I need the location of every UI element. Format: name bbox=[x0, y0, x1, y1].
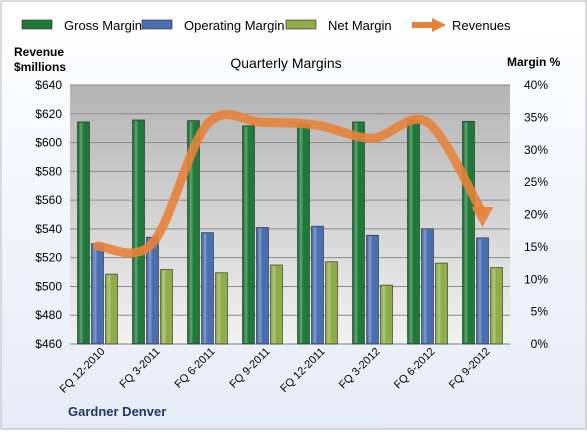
bar-operating-margin bbox=[146, 236, 159, 345]
bar-gross-margin bbox=[187, 120, 200, 345]
right-axis-tick-label: 40% bbox=[524, 78, 548, 92]
bar-highlight bbox=[203, 233, 207, 343]
legend-swatch-gross-margin bbox=[21, 19, 53, 30]
chart-title: Quarterly Margins bbox=[230, 55, 341, 71]
bar-net-margin bbox=[435, 262, 448, 345]
legend-swatch-operating-margin bbox=[141, 19, 173, 30]
bar-operating-margin bbox=[91, 243, 104, 345]
legend-swatch-net-margin bbox=[285, 19, 317, 30]
bar-highlight bbox=[272, 266, 276, 343]
bar-highlight bbox=[217, 273, 221, 343]
bar-gross-margin bbox=[77, 121, 90, 345]
left-axis-tick-label: $480 bbox=[35, 308, 62, 322]
right-axis-tick-label: 35% bbox=[524, 110, 548, 124]
right-axis-tick-label: 25% bbox=[524, 175, 548, 189]
left-axis-title-line2: $millions bbox=[14, 60, 66, 74]
left-axis-tick-label: $640 bbox=[35, 78, 62, 92]
bar-highlight bbox=[423, 229, 427, 343]
bar-net-margin bbox=[380, 284, 393, 345]
left-axis-tick-label: $620 bbox=[35, 107, 62, 121]
revenues-arrowhead bbox=[471, 207, 494, 228]
bar-operating-margin bbox=[311, 225, 324, 345]
footer-text: Gardner Denver bbox=[68, 404, 166, 419]
bar-highlight bbox=[107, 275, 111, 343]
bar-highlight bbox=[368, 236, 372, 343]
left-axis-tick-label: $600 bbox=[35, 136, 62, 150]
left-axis-tick-label: $460 bbox=[35, 337, 62, 351]
right-axis-tick-label: 10% bbox=[524, 272, 548, 286]
bar-highlight bbox=[93, 244, 97, 343]
bar-highlight bbox=[313, 227, 317, 343]
bar-highlight bbox=[409, 120, 413, 343]
bar-operating-margin bbox=[201, 232, 214, 345]
left-axis-title-line1: Revenue bbox=[14, 45, 64, 59]
bar-net-margin bbox=[105, 273, 118, 345]
bar-gross-margin bbox=[132, 119, 145, 345]
bar-highlight bbox=[79, 122, 83, 343]
right-axis-tick-label: 30% bbox=[524, 143, 548, 157]
left-axis-tick-label: $500 bbox=[35, 279, 62, 293]
bar-highlight bbox=[134, 120, 138, 343]
bar-net-margin bbox=[270, 264, 283, 345]
bar-highlight bbox=[299, 124, 303, 343]
bar-gross-margin bbox=[242, 125, 255, 345]
right-axis-tick-label: 15% bbox=[524, 240, 548, 254]
right-axis-tick-label: 20% bbox=[524, 208, 548, 222]
bar-net-margin bbox=[160, 269, 173, 345]
bar-highlight bbox=[148, 238, 152, 343]
bar-highlight bbox=[244, 126, 248, 343]
legend-arrow-revenues bbox=[432, 18, 446, 32]
left-axis-tick-label: $560 bbox=[35, 193, 62, 207]
bar-operating-margin bbox=[366, 234, 379, 345]
bar-highlight bbox=[354, 122, 358, 343]
bar-gross-margin bbox=[462, 120, 475, 345]
left-axis-tick-label: $520 bbox=[35, 251, 62, 265]
bar-highlight bbox=[189, 121, 193, 343]
bar-operating-margin bbox=[421, 228, 434, 345]
bar-highlight bbox=[327, 262, 331, 343]
bar-operating-margin bbox=[476, 237, 489, 345]
legend-label-operating-margin: Operating Margin bbox=[184, 18, 284, 33]
bar-highlight bbox=[258, 228, 262, 343]
bar-highlight bbox=[478, 238, 482, 343]
bar-gross-margin bbox=[352, 121, 365, 345]
bar-operating-margin bbox=[256, 227, 269, 345]
left-axis-tick-label: $580 bbox=[35, 164, 62, 178]
bar-highlight bbox=[437, 264, 441, 343]
right-axis-title: Margin % bbox=[507, 55, 561, 69]
bar-highlight bbox=[382, 286, 386, 343]
bar-highlight bbox=[162, 270, 166, 343]
bar-gross-margin bbox=[297, 123, 310, 345]
bar-net-margin bbox=[490, 267, 503, 345]
right-axis-tick-label: 0% bbox=[531, 337, 549, 351]
bar-net-margin bbox=[215, 272, 228, 345]
bar-highlight bbox=[464, 122, 468, 343]
bar-highlight bbox=[492, 268, 496, 343]
bar-net-margin bbox=[325, 261, 338, 345]
left-axis-tick-label: $540 bbox=[35, 222, 62, 236]
legend-label-gross-margin: Gross Margin bbox=[64, 18, 142, 33]
legend-label-revenues: Revenues bbox=[452, 18, 511, 33]
revenues-line bbox=[93, 109, 487, 258]
legend-label-net-margin: Net Margin bbox=[328, 18, 392, 33]
bar-gross-margin bbox=[407, 119, 420, 345]
right-axis-tick-label: 5% bbox=[531, 305, 549, 319]
